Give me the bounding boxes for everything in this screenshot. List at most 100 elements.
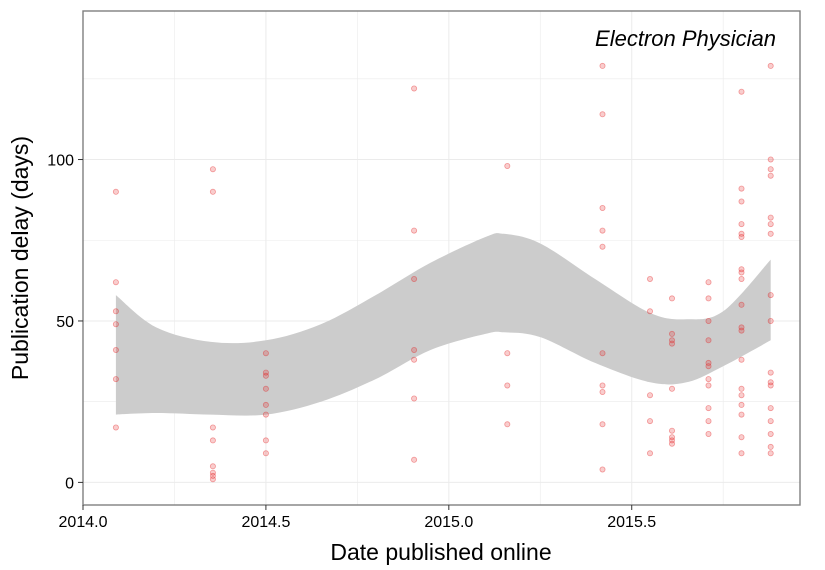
x-tick-label: 2014.5 <box>241 514 290 531</box>
data-point <box>767 443 774 450</box>
y-tick-label: 50 <box>56 314 74 331</box>
data-point <box>112 321 119 328</box>
data-point <box>262 385 269 392</box>
data-point <box>738 301 745 308</box>
data-point <box>738 392 745 399</box>
data-point <box>262 437 269 444</box>
data-point <box>209 469 216 476</box>
y-tick-label: 100 <box>47 153 74 170</box>
data-point <box>411 356 418 363</box>
data-point <box>411 227 418 234</box>
y-axis-title: Publication delay (days) <box>7 136 33 380</box>
data-point <box>705 337 712 344</box>
data-point <box>705 418 712 425</box>
data-point <box>767 221 774 228</box>
data-point <box>411 85 418 92</box>
data-point <box>209 188 216 195</box>
data-point <box>209 437 216 444</box>
x-tick-label: 2015.5 <box>607 514 656 531</box>
data-point <box>767 62 774 69</box>
data-point <box>599 382 606 389</box>
data-point <box>767 166 774 173</box>
data-point <box>599 111 606 118</box>
data-point <box>669 385 676 392</box>
data-point <box>647 392 654 399</box>
data-point <box>112 308 119 315</box>
data-point <box>209 472 216 479</box>
data-point <box>112 279 119 286</box>
data-point <box>767 379 774 386</box>
data-point <box>411 275 418 282</box>
data-point <box>599 388 606 395</box>
data-point <box>738 266 745 273</box>
data-point <box>411 456 418 463</box>
data-point <box>767 214 774 221</box>
data-point <box>705 363 712 370</box>
data-point <box>738 275 745 282</box>
data-point <box>262 411 269 418</box>
data-point <box>209 166 216 173</box>
data-point <box>705 376 712 383</box>
data-point <box>504 421 511 428</box>
data-point <box>767 382 774 389</box>
data-point <box>738 185 745 192</box>
x-axis-ticks: 2014.0 2014.5 2015.0 2015.5 <box>59 505 656 531</box>
data-point <box>647 418 654 425</box>
data-point <box>738 269 745 276</box>
data-point <box>599 243 606 250</box>
data-point <box>767 418 774 425</box>
data-point <box>767 405 774 412</box>
y-tick-label: 0 <box>65 475 74 492</box>
data-point <box>209 424 216 431</box>
data-point <box>738 88 745 95</box>
data-point <box>705 359 712 366</box>
data-point <box>738 233 745 240</box>
data-point <box>411 346 418 353</box>
data-point <box>112 376 119 383</box>
data-point <box>767 369 774 376</box>
data-point <box>669 427 676 434</box>
data-point <box>738 450 745 457</box>
data-point <box>112 188 119 195</box>
data-point <box>647 308 654 315</box>
data-point <box>669 340 676 347</box>
data-point <box>504 350 511 357</box>
data-point <box>209 476 216 483</box>
x-tick-label: 2014.0 <box>59 514 108 531</box>
data-point <box>767 172 774 179</box>
data-point <box>669 337 676 344</box>
data-point <box>738 221 745 228</box>
data-point <box>738 401 745 408</box>
data-point <box>599 350 606 357</box>
data-point <box>599 227 606 234</box>
data-point <box>767 430 774 437</box>
data-point <box>647 275 654 282</box>
data-point <box>669 437 676 444</box>
data-point <box>599 421 606 428</box>
data-point <box>705 382 712 389</box>
data-point <box>669 330 676 337</box>
confidence-band <box>115 233 771 416</box>
data-point <box>504 382 511 389</box>
x-tick-label: 2015.0 <box>424 514 473 531</box>
data-point <box>738 230 745 237</box>
data-point <box>669 295 676 302</box>
data-point <box>705 430 712 437</box>
data-point <box>262 369 269 376</box>
data-point <box>705 317 712 324</box>
data-point <box>599 204 606 211</box>
data-point <box>738 356 745 363</box>
data-point <box>599 466 606 473</box>
data-point <box>767 156 774 163</box>
data-point <box>669 434 676 441</box>
data-point <box>262 450 269 457</box>
data-point <box>738 324 745 331</box>
y-axis-ticks: 0 50 100 <box>47 153 83 492</box>
data-point <box>738 385 745 392</box>
plot-border <box>82 10 801 506</box>
data-point <box>262 372 269 379</box>
data-point <box>112 346 119 353</box>
data-point <box>112 424 119 431</box>
data-point <box>767 317 774 324</box>
